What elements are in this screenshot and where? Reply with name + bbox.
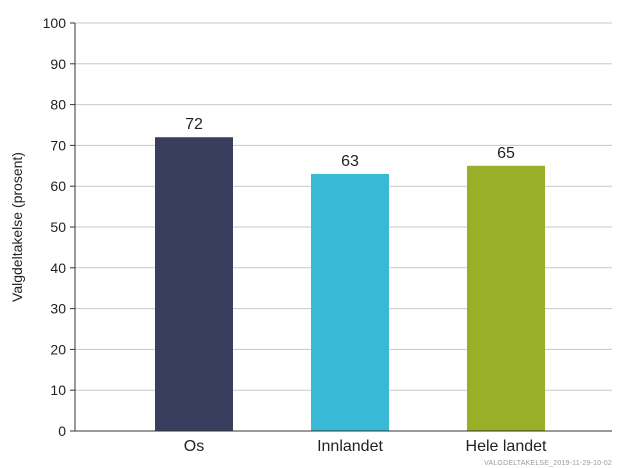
y-tick-label: 10 — [50, 382, 66, 398]
y-tick-label: 50 — [50, 219, 66, 235]
y-tick-label: 80 — [50, 97, 66, 113]
y-tick-label: 0 — [58, 423, 66, 439]
y-tick-label: 40 — [50, 260, 66, 276]
data-label: 72 — [185, 116, 203, 133]
y-tick-label: 30 — [50, 301, 66, 317]
labels: 0 10 20 30 40 50 60 70 80 90 100 72 Os 63 Innlandet 65 H… — [43, 15, 547, 455]
watermark-text: VALGDELTAKELSE_2019-11-29-10-02 — [484, 460, 612, 467]
bars — [155, 137, 545, 432]
data-label: 65 — [497, 145, 515, 162]
category-label: Os — [184, 438, 204, 455]
y-axis-title: Valgdeltakelse (prosent) — [9, 152, 25, 302]
y-tick-label: 60 — [50, 178, 66, 194]
data-label: 63 — [341, 153, 359, 170]
category-label: Innlandet — [317, 438, 383, 455]
category-label: Hele landet — [466, 438, 548, 455]
y-tick-label: 100 — [43, 15, 67, 31]
y-tick-label: 20 — [50, 341, 66, 357]
y-tick-label: 70 — [50, 137, 66, 153]
bar — [311, 173, 389, 431]
y-tick-label: 90 — [50, 56, 66, 72]
bar — [155, 137, 233, 432]
bar — [467, 165, 545, 432]
axes — [74, 23, 612, 432]
